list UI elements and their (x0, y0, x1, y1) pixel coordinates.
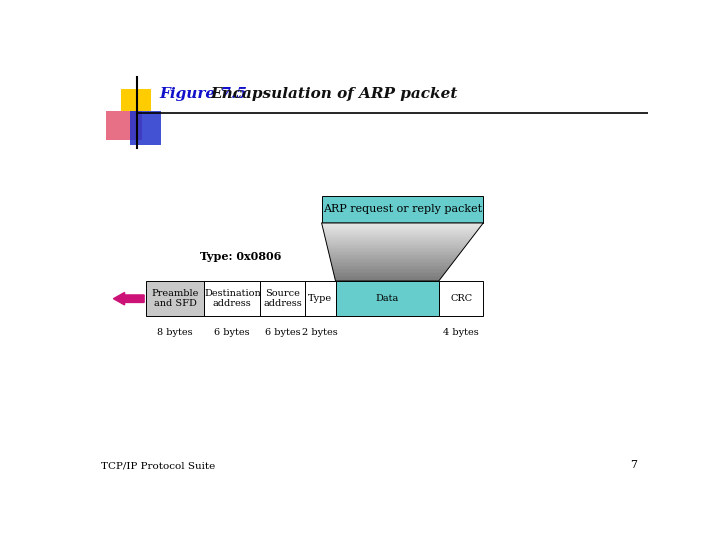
Text: Source
address: Source address (263, 289, 302, 308)
Polygon shape (330, 257, 457, 258)
Polygon shape (331, 263, 453, 264)
Text: TCP/IP Protocol Suite: TCP/IP Protocol Suite (101, 461, 215, 470)
Text: Destination
address: Destination address (204, 289, 261, 308)
Polygon shape (323, 227, 480, 228)
Bar (336, 281, 438, 316)
Bar (305, 281, 336, 316)
Polygon shape (332, 266, 450, 267)
Bar (130, 111, 161, 145)
Text: 2 bytes: 2 bytes (302, 328, 338, 336)
Bar (438, 281, 483, 316)
Polygon shape (325, 239, 471, 240)
Polygon shape (327, 245, 467, 246)
Polygon shape (322, 225, 482, 226)
Text: ARP request or reply packet: ARP request or reply packet (323, 204, 482, 214)
Bar (145, 281, 204, 316)
Polygon shape (328, 250, 462, 251)
Polygon shape (328, 248, 464, 249)
Polygon shape (330, 256, 457, 257)
Polygon shape (323, 229, 479, 230)
Polygon shape (322, 224, 482, 225)
Polygon shape (325, 238, 472, 239)
Polygon shape (333, 271, 446, 272)
Polygon shape (334, 274, 444, 275)
Polygon shape (333, 272, 446, 273)
Polygon shape (335, 278, 441, 279)
Polygon shape (330, 260, 455, 261)
Text: 4 bytes: 4 bytes (444, 328, 479, 336)
FancyArrow shape (114, 293, 144, 305)
Polygon shape (322, 223, 483, 224)
Polygon shape (333, 270, 447, 271)
Polygon shape (327, 244, 467, 245)
Polygon shape (335, 279, 440, 280)
Polygon shape (333, 273, 444, 274)
Text: Data: Data (376, 294, 399, 303)
Polygon shape (336, 280, 439, 281)
Polygon shape (324, 232, 476, 233)
Polygon shape (324, 234, 474, 235)
Polygon shape (331, 264, 451, 265)
Bar (322, 196, 483, 223)
Polygon shape (325, 235, 474, 236)
Bar (260, 281, 305, 316)
Polygon shape (326, 241, 469, 242)
Polygon shape (335, 277, 442, 278)
Bar (121, 89, 151, 111)
Text: 8 bytes: 8 bytes (157, 328, 193, 336)
Polygon shape (330, 261, 454, 262)
Polygon shape (323, 231, 477, 232)
Polygon shape (324, 233, 475, 234)
Polygon shape (330, 258, 456, 259)
Polygon shape (330, 259, 456, 260)
Polygon shape (323, 230, 478, 231)
Text: Type: 0x0806: Type: 0x0806 (200, 251, 282, 261)
Polygon shape (329, 253, 460, 254)
Text: 6 bytes: 6 bytes (215, 328, 250, 336)
Polygon shape (328, 249, 463, 250)
Polygon shape (323, 228, 479, 229)
Polygon shape (329, 254, 459, 255)
Bar (204, 281, 260, 316)
Polygon shape (331, 262, 453, 263)
Polygon shape (326, 242, 468, 243)
Polygon shape (332, 265, 451, 266)
Text: Encapsulation of ARP packet: Encapsulation of ARP packet (210, 87, 457, 101)
Polygon shape (323, 226, 481, 227)
Text: 7: 7 (630, 460, 637, 470)
Polygon shape (328, 251, 462, 252)
Polygon shape (334, 276, 442, 277)
Polygon shape (325, 236, 473, 237)
Polygon shape (333, 269, 448, 270)
Polygon shape (333, 268, 449, 269)
Polygon shape (328, 247, 464, 248)
Polygon shape (325, 237, 472, 238)
Text: Figure 7.5: Figure 7.5 (160, 87, 248, 101)
Polygon shape (328, 252, 461, 253)
Polygon shape (326, 243, 468, 244)
Polygon shape (332, 267, 449, 268)
Polygon shape (327, 246, 466, 247)
Text: CRC: CRC (450, 294, 472, 303)
Polygon shape (325, 240, 470, 241)
Polygon shape (334, 275, 444, 276)
Bar (106, 111, 142, 140)
Text: Preamble
and SFD: Preamble and SFD (151, 289, 199, 308)
Text: 6 bytes: 6 bytes (265, 328, 300, 336)
Polygon shape (329, 255, 459, 256)
Text: Type: Type (308, 294, 332, 303)
